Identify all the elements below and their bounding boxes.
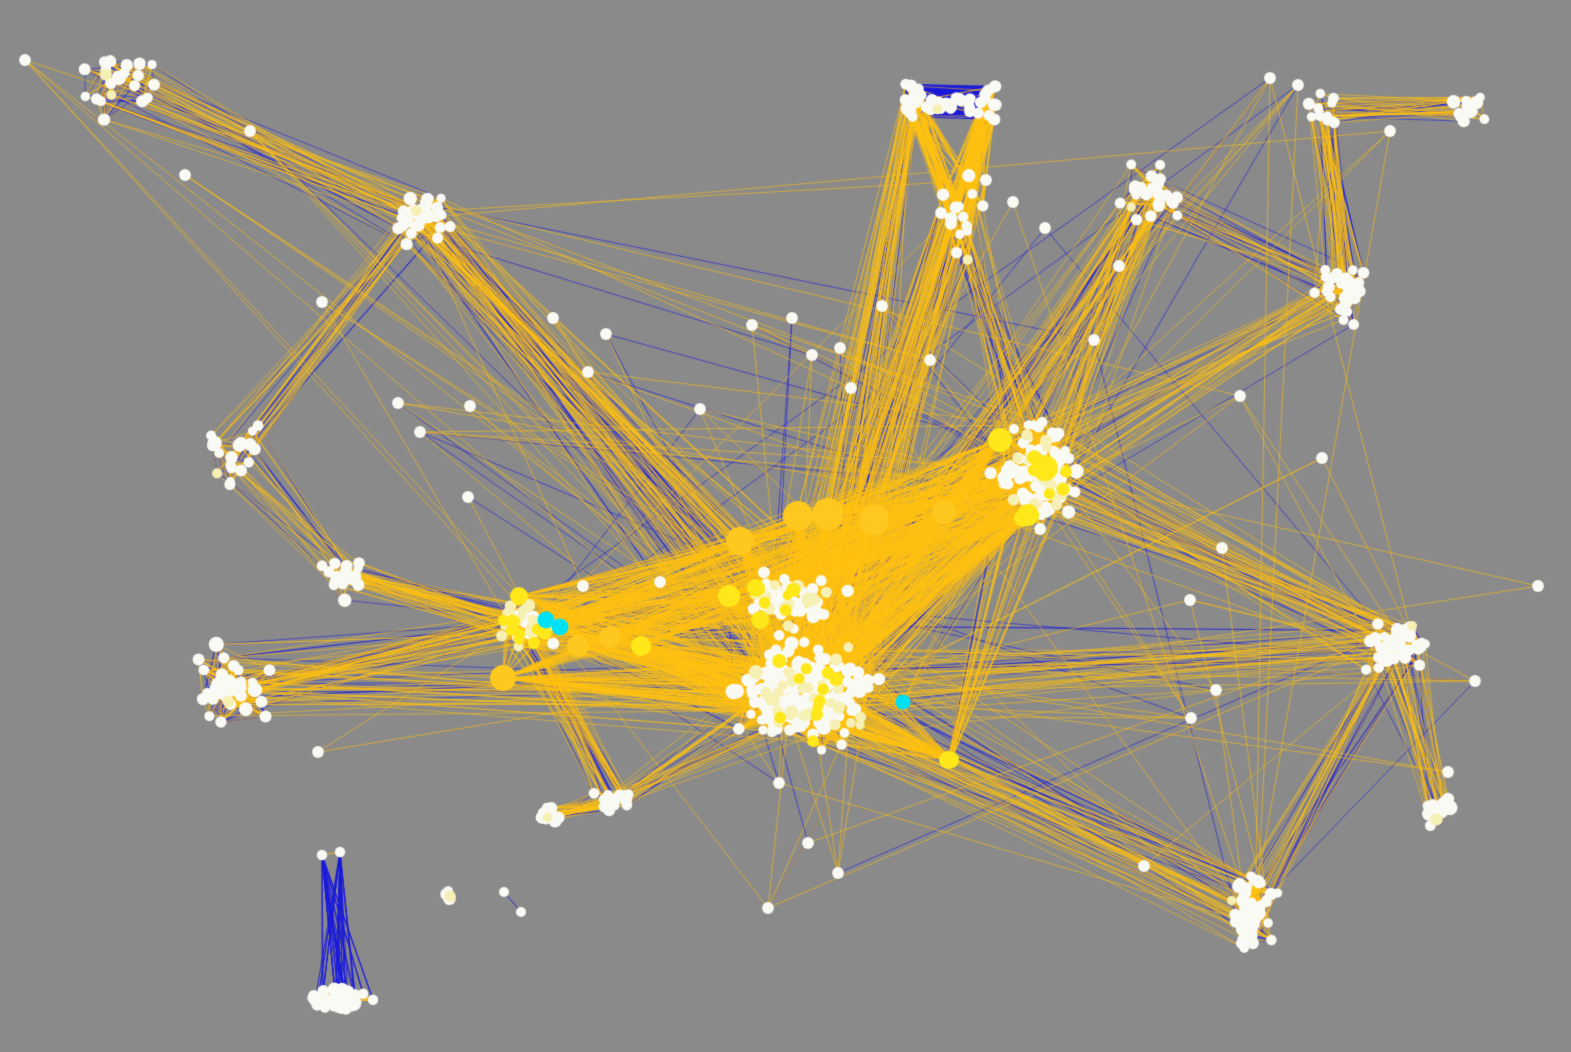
network-graph-visualization <box>0 0 1571 1052</box>
network-graph-canvas[interactable] <box>0 0 1571 1052</box>
